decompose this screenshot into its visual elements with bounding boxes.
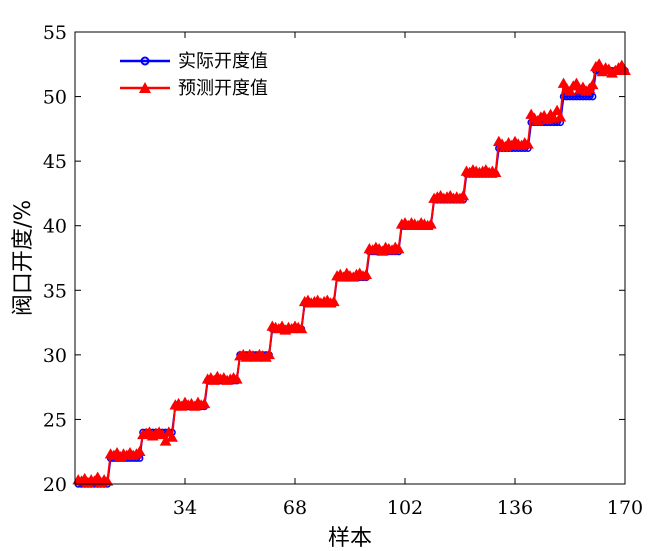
axes-frame <box>74 31 626 485</box>
legend-marker <box>140 56 150 66</box>
x-axis-title: 样本 <box>328 526 372 551</box>
data-point <box>593 58 605 69</box>
y-tick-label: 40 <box>43 216 67 238</box>
data-point <box>263 348 275 360</box>
data-point <box>392 242 405 254</box>
data-point <box>489 166 502 178</box>
series-2 <box>72 58 631 487</box>
y-tick-label: 50 <box>43 87 67 109</box>
legend-marker <box>139 82 151 93</box>
data-point <box>166 431 178 442</box>
y-tick-label: 35 <box>43 280 67 302</box>
axes-layer: 20 25 30 35 40 45 50 55 34 68 102 136 170 <box>43 22 643 519</box>
data-point <box>522 138 534 149</box>
data-point <box>564 85 576 96</box>
y-tick-label: 20 <box>43 474 67 496</box>
data-point <box>588 92 597 101</box>
data-point <box>101 475 114 486</box>
plot-area <box>75 32 625 484</box>
data-point <box>425 218 437 229</box>
data-point <box>586 78 599 90</box>
legend-label: 预测开度值 <box>178 78 268 99</box>
data-point <box>133 445 146 456</box>
legend-item-2: 预测开度值 <box>120 78 268 99</box>
y-axis-title: 阀口开度/% <box>11 200 36 316</box>
plot-background <box>75 32 625 484</box>
data-point <box>295 323 308 334</box>
y-tick-label: 25 <box>43 409 67 431</box>
x-tick-label: 136 <box>497 497 533 519</box>
x-tick-label: 170 <box>607 497 643 519</box>
x-tick-label: 68 <box>283 497 307 519</box>
x-tick-label: 102 <box>387 497 423 519</box>
series-layer <box>72 58 631 488</box>
data-point <box>198 397 211 409</box>
y-tick-label: 55 <box>43 22 67 44</box>
x-tick-label: 34 <box>173 497 197 519</box>
data-point <box>327 295 340 307</box>
data-point <box>551 104 563 116</box>
legend-label: 实际开度值 <box>178 51 268 72</box>
data-point <box>570 77 583 88</box>
legend-item-1: 实际开度值 <box>120 51 268 72</box>
y-tick-label: 45 <box>43 151 67 173</box>
data-point <box>360 268 373 280</box>
data-point <box>554 111 567 122</box>
y-tick-label: 30 <box>43 345 67 367</box>
data-point <box>457 190 470 201</box>
data-point <box>230 373 243 384</box>
